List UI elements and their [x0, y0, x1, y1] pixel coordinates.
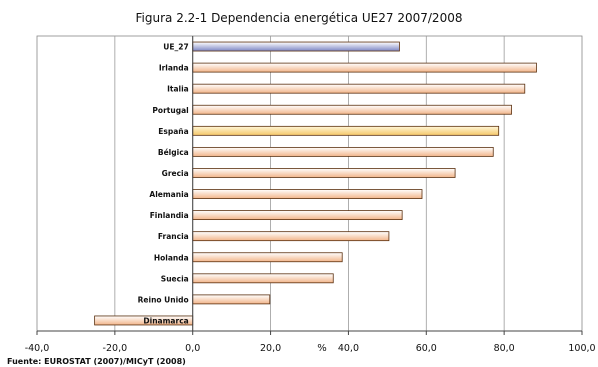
- x-axis-unit: %: [317, 343, 327, 354]
- category-label: Suecia: [161, 274, 189, 283]
- category-label: Dinamarca: [143, 316, 188, 325]
- category-label: Grecia: [162, 169, 189, 178]
- x-tick-label: 20,0: [260, 343, 281, 354]
- x-tick-label: 80,0: [494, 343, 515, 354]
- plot-area: -40,0 -20,0 0,0 20,0 40,0 60,0 80,0 100,0 UE_27 I…: [25, 35, 596, 354]
- bar: [192, 273, 334, 284]
- chart-title: Figura 2.2-1 Dependencia energética UE27…: [136, 11, 463, 25]
- x-tick-label: 0,0: [185, 343, 200, 354]
- bar: [192, 125, 500, 136]
- source-note: Fuente: EUROSTAT (2007)/MICyT (2008): [7, 357, 186, 366]
- bar: [192, 62, 537, 73]
- x-tick-label: -20,0: [103, 343, 128, 354]
- bar: [192, 146, 494, 157]
- category-label: Italia: [167, 85, 189, 94]
- category-label: Bélgica: [158, 148, 189, 157]
- category-label: Finlandia: [150, 211, 189, 220]
- category-label: Holanda: [154, 253, 189, 262]
- bar: [192, 231, 390, 242]
- category-label: Reino Unido: [138, 295, 189, 304]
- bar: [192, 210, 403, 221]
- bar: [192, 104, 512, 115]
- plot-frame: [36, 35, 583, 332]
- bar: [192, 168, 456, 178]
- x-tick-label: 60,0: [416, 343, 437, 354]
- category-label: Francia: [158, 232, 189, 241]
- bar: [192, 41, 400, 52]
- category-label: UE_27: [163, 43, 188, 52]
- bar: [192, 189, 423, 199]
- x-tick-label: -40,0: [25, 343, 50, 354]
- bar: [192, 83, 526, 94]
- x-tick-label: 100,0: [568, 343, 595, 354]
- category-label: España: [158, 127, 188, 136]
- category-label: Alemania: [149, 190, 188, 199]
- bar: [192, 294, 271, 305]
- bar: [192, 252, 343, 263]
- category-label: Irlanda: [159, 64, 189, 73]
- x-tick-label: 40,0: [338, 343, 359, 354]
- category-label: Portugal: [152, 106, 188, 115]
